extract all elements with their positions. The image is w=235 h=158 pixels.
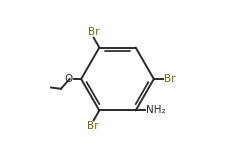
- Text: Br: Br: [87, 121, 99, 131]
- Text: Br: Br: [88, 27, 99, 37]
- Text: Br: Br: [164, 74, 176, 84]
- Text: O: O: [65, 74, 73, 84]
- Text: NH₂: NH₂: [146, 106, 166, 115]
